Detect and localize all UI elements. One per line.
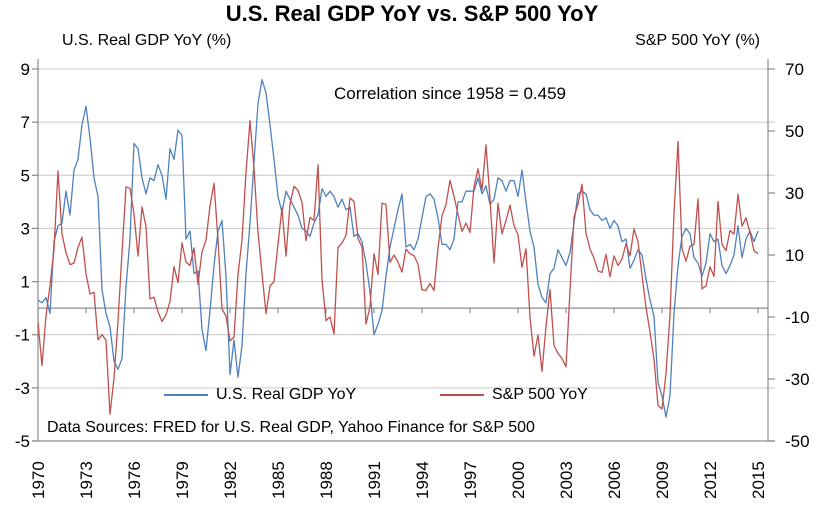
x-axis-tick-label: 1970 [29, 461, 48, 499]
left-axis-tick-label: 5 [21, 166, 30, 185]
data-sources-note: Data Sources: FRED for U.S. Real GDP, Ya… [47, 419, 535, 436]
right-axis-tick-label: -10 [785, 308, 810, 327]
right-axis-tick-label: -50 [785, 432, 810, 451]
x-axis-tick-label: 1994 [413, 461, 432, 499]
x-axis-tick-label: 2012 [701, 461, 720, 499]
x-axis-tick-label: 1997 [461, 461, 480, 499]
chart-title: U.S. Real GDP YoY vs. S&P 500 YoY [225, 1, 599, 26]
left-axis-tick-label: 7 [21, 113, 30, 132]
x-axis-tick-label: 1976 [125, 461, 144, 499]
x-axis-tick-label: 1982 [221, 461, 240, 499]
right-axis-tick-label: -30 [785, 370, 810, 389]
legend-item-sp500: S&P 500 YoY [440, 386, 588, 404]
left-axis-tick-label: -5 [15, 432, 30, 451]
left-axis-tick-label: -3 [15, 379, 30, 398]
left-axis-tick-label: 9 [21, 60, 30, 79]
left-axis-tick-label: -1 [15, 326, 30, 345]
legend-label-gdp: U.S. Real GDP YoY [216, 386, 357, 403]
left-axis-title: U.S. Real GDP YoY (%) [62, 32, 232, 49]
right-axis-tick-label: 70 [785, 60, 804, 79]
sp500-line-swatch [440, 393, 484, 397]
right-axis-tick-label: 50 [785, 122, 804, 141]
x-axis-tick-label: 1988 [317, 461, 336, 499]
correlation-annotation: Correlation since 1958 = 0.459 [333, 84, 566, 103]
right-axis-tick-label: 30 [785, 184, 804, 203]
x-axis-tick-label: 1991 [365, 461, 384, 499]
x-axis-tick-label: 1973 [77, 461, 96, 499]
x-axis-tick-label: 1979 [173, 461, 192, 499]
x-axis-tick-label: 2000 [509, 461, 528, 499]
x-axis-tick-label: 2009 [653, 461, 672, 499]
left-axis-tick-label: 1 [21, 273, 30, 292]
x-axis-tick-label: 2015 [749, 461, 768, 499]
legend-label-sp500: S&P 500 YoY [492, 386, 588, 403]
x-axis-tick-label: 2006 [605, 461, 624, 499]
right-axis-tick-label: 10 [785, 246, 804, 265]
sp500-series-line [37, 119, 759, 415]
left-axis-tick-label: 3 [21, 219, 30, 238]
x-axis-tick-label: 2003 [557, 461, 576, 499]
x-axis-tick-label: 1985 [269, 461, 288, 499]
gdp-series-line [37, 78, 759, 418]
legend-item-gdp: U.S. Real GDP YoY [164, 386, 356, 404]
gdp-line-swatch [164, 393, 208, 397]
right-axis-title: S&P 500 YoY (%) [635, 32, 760, 49]
